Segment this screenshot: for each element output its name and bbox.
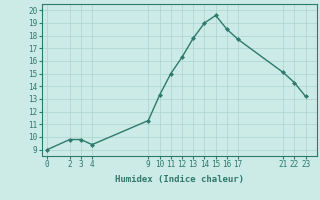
X-axis label: Humidex (Indice chaleur): Humidex (Indice chaleur) — [115, 175, 244, 184]
